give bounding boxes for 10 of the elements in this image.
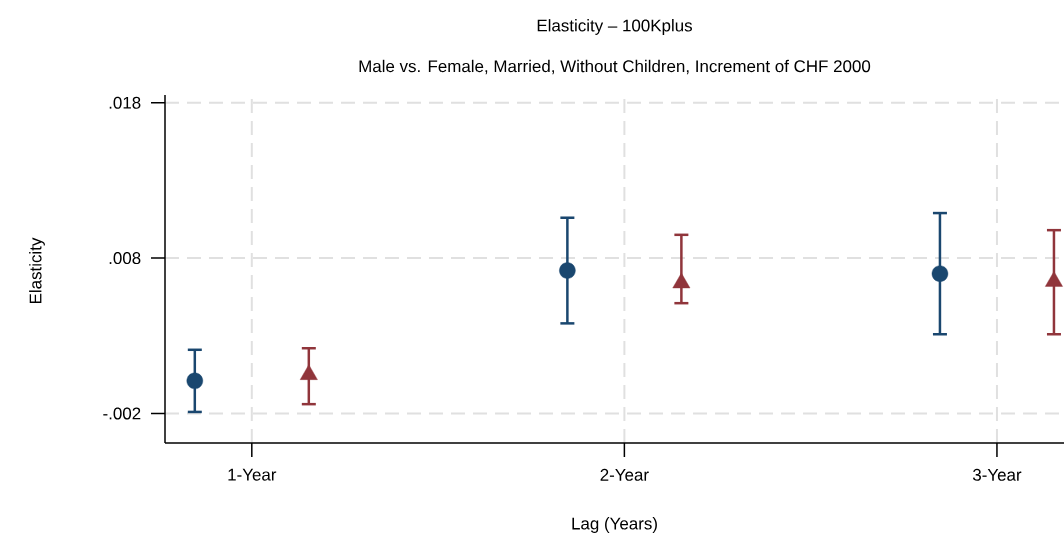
x-axis-title: Lag (Years)	[572, 517, 657, 533]
x-tick-label: 1-Year	[228, 468, 277, 481]
x-tick-label: 2-Year	[600, 468, 649, 481]
y-tick-label: -.002	[103, 407, 141, 420]
y-tick-label: .018	[109, 96, 141, 109]
chart-subtitle: Male vs. Female, Married, Without Children, Increment of CHF 2000	[359, 59, 871, 75]
chart-title: Elasticity – 100Kplus	[537, 19, 692, 35]
y-axis-title: Elasticity	[29, 237, 45, 304]
x-tick-label: 3-Year	[972, 468, 1022, 481]
y-tick-label: .008	[109, 252, 141, 265]
